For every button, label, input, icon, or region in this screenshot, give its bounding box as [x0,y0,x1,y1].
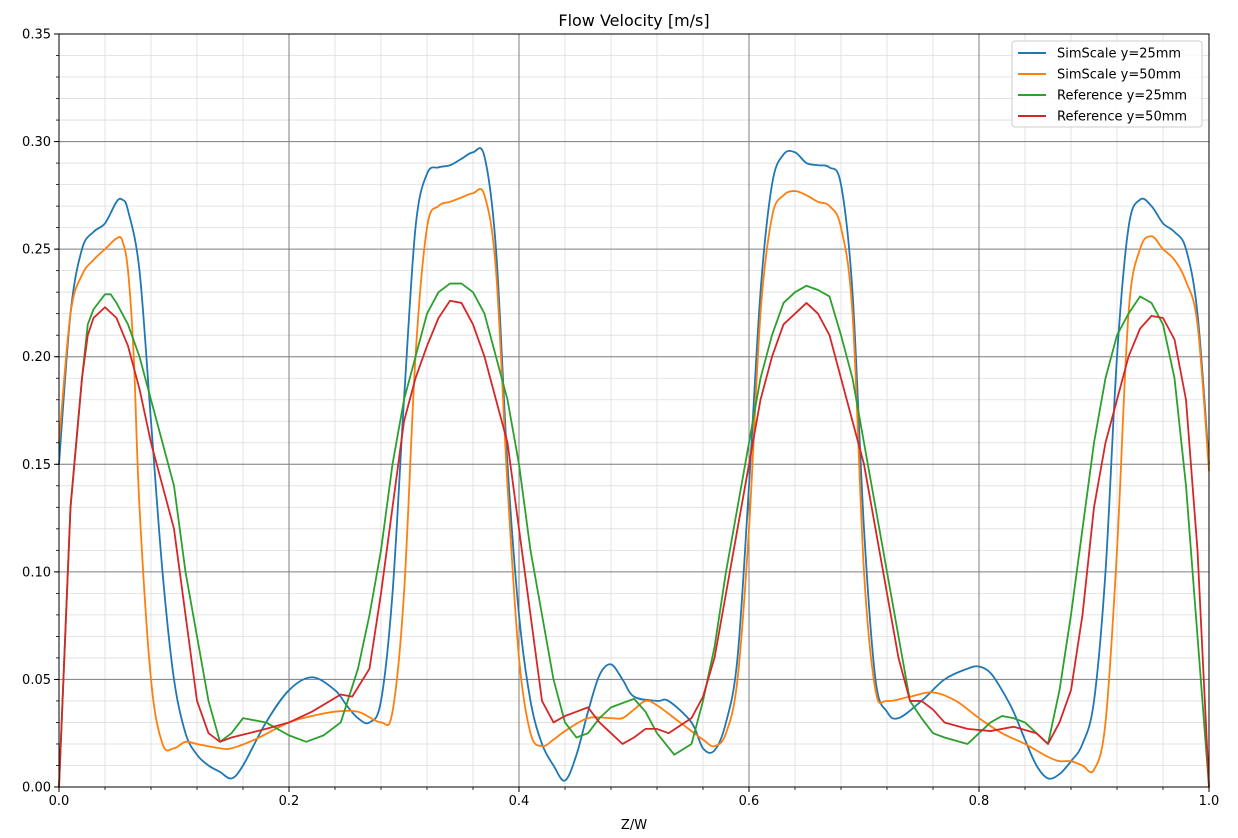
y-tick-label: 0.30 [22,135,51,150]
series-line-1 [58,188,1210,774]
y-tick-label: 0.15 [22,458,51,473]
series-layer [58,147,1210,788]
chart-title: Flow Velocity [m/s] [558,11,709,30]
legend-box [1011,40,1203,128]
x-tick-label: 0.2 [279,794,300,809]
x-tick-label: 0.4 [509,794,530,809]
x-tick-label: 0.0 [49,794,70,809]
y-tick-label: 0.00 [22,781,51,796]
y-tick-label: 0.05 [22,673,51,688]
legend: SimScale y=25mm SimScale y=50mm Reference … [1011,40,1203,128]
legend-label-0: SimScale y=25mm [1057,47,1181,62]
y-tick-label: 0.25 [22,243,51,258]
x-tick-label: 0.8 [969,794,990,809]
plot-frame [58,33,1210,788]
y-tick-label: 0.35 [22,28,51,43]
legend-label-3: Reference y=50mm [1057,110,1187,125]
y-tick-label: 0.10 [22,565,51,580]
x-tick-label: 1.0 [1199,794,1220,809]
series-line-2 [58,282,1210,788]
x-axis-label: Z/W [621,818,647,833]
series-line-3 [58,299,1210,788]
x-tick-label: 0.6 [739,794,760,809]
x-axis: 0.0 0.2 0.4 0.6 0.8 1.0 [49,787,1220,809]
y-tick-label: 0.20 [22,350,51,365]
series-line-0 [58,147,1210,782]
y-axis: 0.00 0.05 0.10 0.15 0.20 0.25 0.30 0.35 [22,28,59,796]
legend-label-2: Reference y=25mm [1057,89,1187,104]
legend-label-1: SimScale y=50mm [1057,68,1181,83]
